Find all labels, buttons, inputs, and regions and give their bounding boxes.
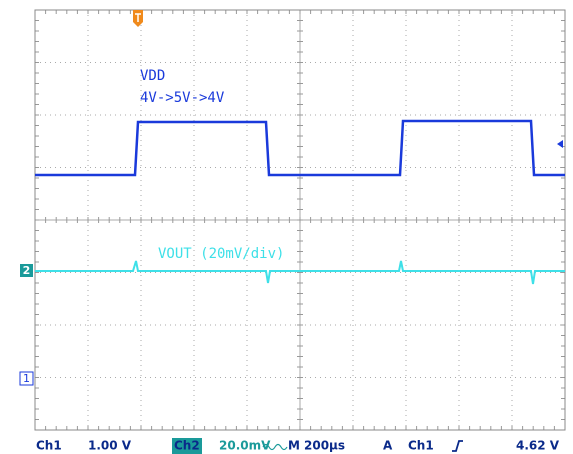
- graticule: [34, 9, 565, 431]
- ch2-marker: 2: [23, 264, 31, 277]
- ch2-scale: 20.0mV: [219, 439, 271, 453]
- timebase-label: M: [288, 439, 300, 453]
- trigger-slope-icon: [452, 440, 463, 452]
- ch1-label: Ch1: [36, 439, 62, 453]
- ch2-marker-box: [20, 264, 33, 277]
- ch2-label: Ch2: [174, 439, 200, 453]
- trigger-icon: [135, 13, 141, 22]
- ch1-scale: 1.00 V: [88, 439, 132, 453]
- vdd-label: VDD: [140, 68, 165, 84]
- trigger-level: 4.62 V: [516, 439, 560, 453]
- bandwidth-limit-icon: [262, 443, 288, 451]
- trigger-level-marker: [557, 140, 563, 148]
- vdd-steps-label: 4V->5V->4V: [140, 90, 225, 106]
- ch1-marker-box: [19, 371, 34, 386]
- ch1-marker: 1: [23, 372, 30, 385]
- graticule-border: [34, 9, 566, 431]
- ch2-label-box: [172, 438, 202, 454]
- status-bar: Ch1 1.00 V Ch2 20.0mV M 200µs A Ch1 4.62…: [36, 438, 560, 454]
- trigger-mode: A: [383, 439, 393, 453]
- trigger-source: Ch1: [408, 439, 434, 453]
- timebase: 200µs: [304, 439, 345, 453]
- vout-label: VOUT (20mV/div): [158, 246, 284, 262]
- ch2-waveform: [35, 260, 565, 285]
- ch1-waveform: [35, 119, 565, 177]
